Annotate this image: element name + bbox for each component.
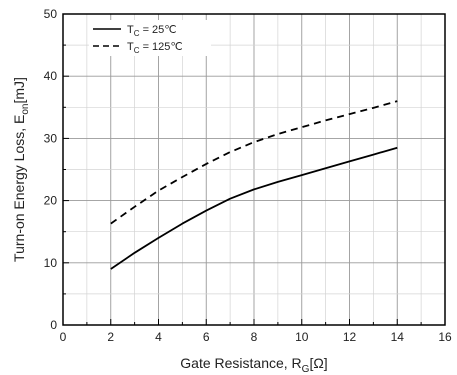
series-line-125c — [110, 100, 398, 225]
ticks — [62, 13, 446, 326]
y-tick-label: 50 — [44, 7, 58, 21]
x-tick-label: 14 — [391, 330, 405, 344]
series-line-25c — [110, 146, 398, 270]
x-tick-label: 10 — [295, 330, 309, 344]
y-tick-labels: 0 10 20 30 40 50 — [44, 7, 58, 332]
x-tick-label: 8 — [251, 330, 258, 344]
x-tick-label: 12 — [343, 330, 357, 344]
x-tick-label: 0 — [60, 330, 67, 344]
x-tick-label: 16 — [438, 330, 452, 344]
y-tick-label: 0 — [50, 318, 57, 332]
legend-label-125c: TC = 125℃ — [127, 41, 183, 55]
legend-label-25c: TC = 25℃ — [127, 24, 177, 38]
y-tick-label: 20 — [44, 194, 58, 208]
x-axis-title: Gate Resistance, RG[Ω] — [180, 355, 327, 375]
y-axis-title: Turn-on Energy Loss, Eon[mJ] — [11, 77, 31, 262]
legend: TC = 25℃ TC = 125℃ — [89, 20, 211, 56]
y-tick-label: 10 — [44, 256, 58, 270]
y-tick-label: 40 — [44, 69, 58, 83]
x-tick-label: 2 — [107, 330, 114, 344]
y-tick-label: 30 — [44, 131, 58, 145]
x-tick-label: 4 — [155, 330, 162, 344]
series-lines — [110, 100, 398, 270]
legend-box — [89, 20, 211, 56]
x-tick-labels: 0 2 4 6 8 10 12 14 16 — [60, 330, 452, 344]
x-tick-label: 6 — [203, 330, 210, 344]
grid — [63, 14, 445, 325]
